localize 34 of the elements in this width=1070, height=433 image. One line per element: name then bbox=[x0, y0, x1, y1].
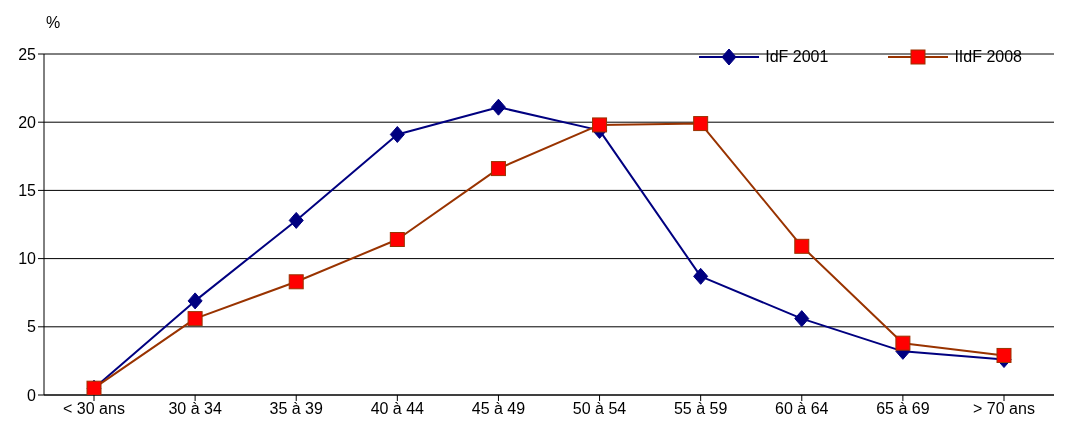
point bbox=[693, 116, 709, 132]
x-tick-label: 35 à 39 bbox=[269, 400, 324, 418]
point bbox=[693, 267, 709, 285]
x-tick-label: 45 à 49 bbox=[471, 400, 526, 418]
point bbox=[389, 232, 405, 247]
point bbox=[794, 238, 810, 254]
y-tick-label: 0 bbox=[27, 386, 37, 404]
y-tick-label: 25 bbox=[18, 45, 37, 63]
x-tick-label: 30 à 34 bbox=[168, 400, 222, 418]
y-tick-label: 15 bbox=[18, 182, 37, 200]
point bbox=[794, 310, 810, 328]
y-tick-label: 20 bbox=[18, 113, 37, 131]
point bbox=[389, 125, 405, 143]
point bbox=[592, 117, 608, 133]
x-tick-label: 60 à 64 bbox=[775, 400, 829, 418]
point bbox=[490, 98, 506, 116]
point bbox=[187, 311, 203, 327]
legend-label: IdF 2001 bbox=[765, 48, 829, 66]
y-axis-title: % bbox=[46, 14, 61, 32]
point bbox=[288, 274, 304, 290]
point bbox=[288, 211, 304, 229]
x-tick-label: 65 à 69 bbox=[876, 400, 930, 418]
x-tick-label: 55 à 59 bbox=[673, 400, 728, 418]
x-tick-label: 50 à 54 bbox=[572, 400, 627, 418]
y-tick-label: 10 bbox=[18, 250, 37, 268]
point bbox=[895, 335, 911, 351]
x-tick-label: > 70 ans bbox=[973, 400, 1035, 418]
legend-label: IIdF 2008 bbox=[954, 48, 1022, 66]
x-tick-label: < 30 ans bbox=[63, 400, 125, 418]
point bbox=[996, 347, 1012, 363]
point bbox=[490, 161, 506, 177]
x-tick-label: 40 à 44 bbox=[370, 400, 425, 418]
point bbox=[187, 292, 203, 310]
y-tick-label: 5 bbox=[27, 318, 37, 336]
